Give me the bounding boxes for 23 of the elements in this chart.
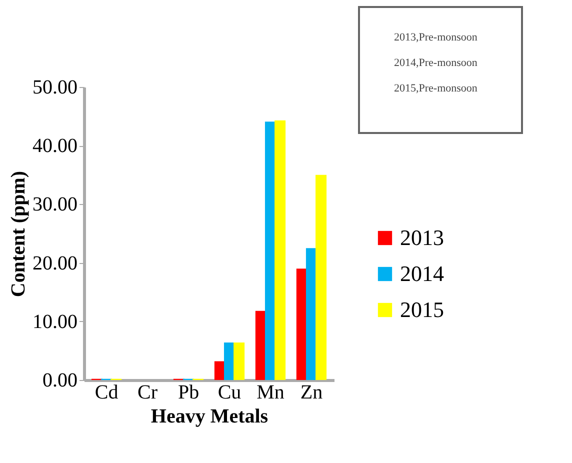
x-tick-label: Cr [138,382,158,404]
x-tick-label: Cd [94,382,118,404]
text: 2014,Pre-monsoon [394,57,478,69]
bar [316,174,327,380]
text: 2015,Pre-monsoon [394,82,478,94]
y-tick-label: 0.00 [42,370,78,392]
legend-label: 2015 [400,297,444,322]
legend-label: 2013 [400,225,444,250]
x-tick-label: Cu [218,382,242,404]
x-tick-label: Zn [300,382,323,404]
x-tick-label: Pb [178,382,200,404]
y-tick-label: 40.00 [32,135,78,158]
y-tick-label: 20.00 [32,252,78,274]
x-axis-title: Heavy Metals [150,406,268,428]
y-axis-title: Content (ppm) [8,170,30,298]
bar [234,342,245,380]
y-tick-label: 30.00 [32,194,78,216]
legend-label: 2014 [400,261,444,286]
text: 2013,Pre-monsoon [394,32,478,44]
y-tick-label: 10.00 [32,310,78,333]
x-tick-label: Mn [256,382,284,404]
y-tick-label: 50.00 [32,76,78,98]
bar [274,120,286,380]
